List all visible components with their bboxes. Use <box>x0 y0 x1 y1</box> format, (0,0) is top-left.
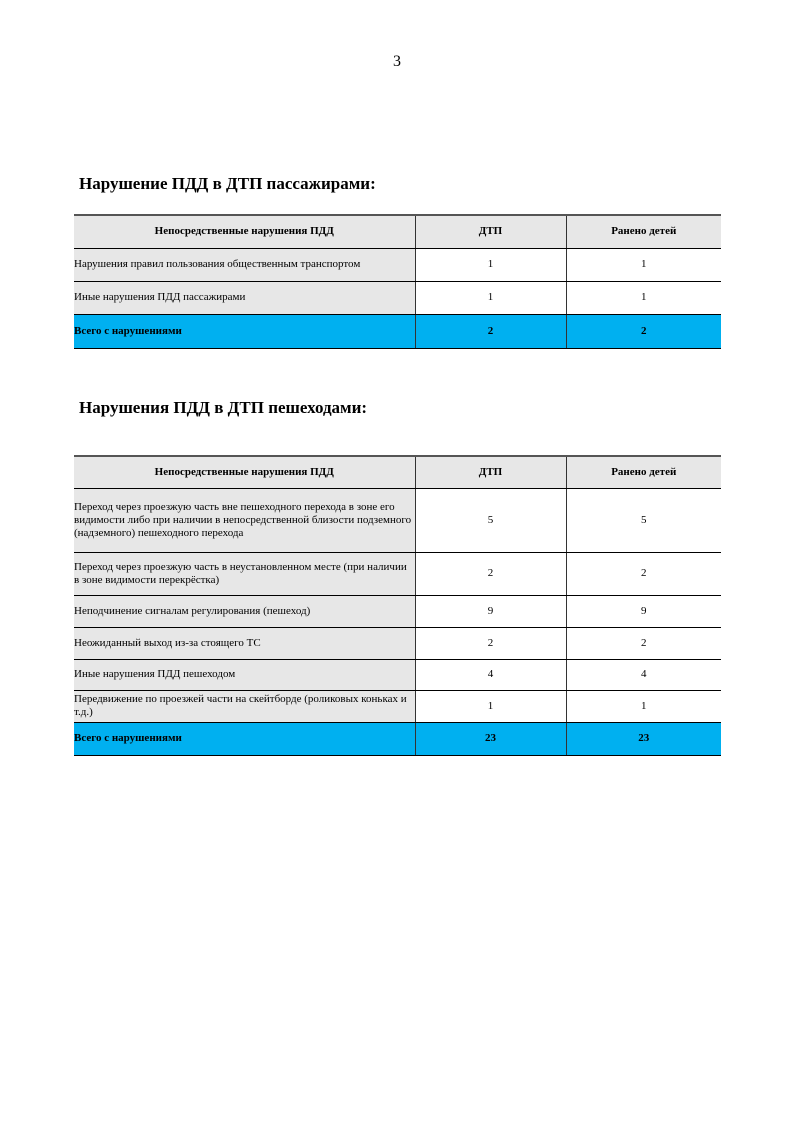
column-header-violation: Непосредственные нарушения ПДД <box>74 214 415 249</box>
column-header-dtp: ДТП <box>414 214 566 249</box>
violation-label: Передвижение по проезжей части на скейтб… <box>74 690 415 723</box>
column-header-violation: Непосредственные нарушения ПДД <box>74 455 415 489</box>
table-row: Иные нарушения ПДД пешеходом 4 4 <box>74 659 721 691</box>
violation-label: Нарушения правил пользования общественны… <box>74 248 415 282</box>
injured-children-count: 1 <box>565 690 721 723</box>
injured-children-count: 1 <box>565 281 721 315</box>
violation-label: Неподчинение сигналам регулирования (пеш… <box>74 595 415 628</box>
violation-label: Переход через проезжую часть в неустанов… <box>74 552 415 596</box>
column-header-injured: Ранено детей <box>565 455 721 489</box>
passengers-table: Непосредственные нарушения ПДД ДТП Ранено … <box>74 214 721 349</box>
total-injured: 2 <box>565 314 721 349</box>
table-row: Переход через проезжую часть вне пешеход… <box>74 488 721 553</box>
total-dtp: 2 <box>414 314 566 349</box>
violation-label: Неожиданный выход из-за стоящего ТС <box>74 627 415 660</box>
dtp-count: 1 <box>414 248 566 282</box>
injured-children-count: 1 <box>565 248 721 282</box>
table-row: Переход через проезжую часть в неустанов… <box>74 552 721 596</box>
pedestrians-heading: Нарушения ПДД в ДТП пешеходами: <box>79 398 368 417</box>
total-row: Всего с нарушениями 23 23 <box>74 722 721 756</box>
table-row: Иные нарушения ПДД пассажирами 1 1 <box>74 281 721 315</box>
injured-children-count: 5 <box>565 488 721 553</box>
column-header-injured: Ранено детей <box>565 214 721 249</box>
dtp-count: 5 <box>414 488 566 553</box>
table-header-row: Непосредственные нарушения ПДД ДТП Ранено … <box>74 455 721 489</box>
total-label: Всего с нарушениями <box>74 314 415 349</box>
table-row: Передвижение по проезжей части на скейтб… <box>74 690 721 723</box>
violation-label: Иные нарушения ПДД пассажирами <box>74 281 415 315</box>
dtp-count: 2 <box>414 552 566 596</box>
table-row: Нарушения правил пользования общественны… <box>74 248 721 282</box>
total-row: Всего с нарушениями 2 2 <box>74 314 721 349</box>
injured-children-count: 9 <box>565 595 721 628</box>
violation-label: Переход через проезжую часть вне пешеход… <box>74 488 415 553</box>
dtp-count: 4 <box>414 659 566 691</box>
injured-children-count: 2 <box>565 627 721 660</box>
violation-label: Иные нарушения ПДД пешеходом <box>74 659 415 691</box>
table-header-row: Непосредственные нарушения ПДД ДТП Ранено … <box>74 214 721 249</box>
dtp-count: 1 <box>414 281 566 315</box>
column-header-dtp: ДТП <box>414 455 566 489</box>
passengers-heading: Нарушение ПДД в ДТП пассажирами: <box>79 174 376 193</box>
table-row: Неподчинение сигналам регулирования (пеш… <box>74 595 721 628</box>
total-label: Всего с нарушениями <box>74 722 415 756</box>
table-row: Неожиданный выход из-за стоящего ТС 2 2 <box>74 627 721 660</box>
injured-children-count: 4 <box>565 659 721 691</box>
total-injured: 23 <box>565 722 721 756</box>
dtp-count: 2 <box>414 627 566 660</box>
dtp-count: 9 <box>414 595 566 628</box>
page-number: 3 <box>393 53 401 70</box>
dtp-count: 1 <box>414 690 566 723</box>
pedestrians-table: Непосредственные нарушения ПДД ДТП Ранено … <box>74 455 721 756</box>
injured-children-count: 2 <box>565 552 721 596</box>
total-dtp: 23 <box>414 722 566 756</box>
